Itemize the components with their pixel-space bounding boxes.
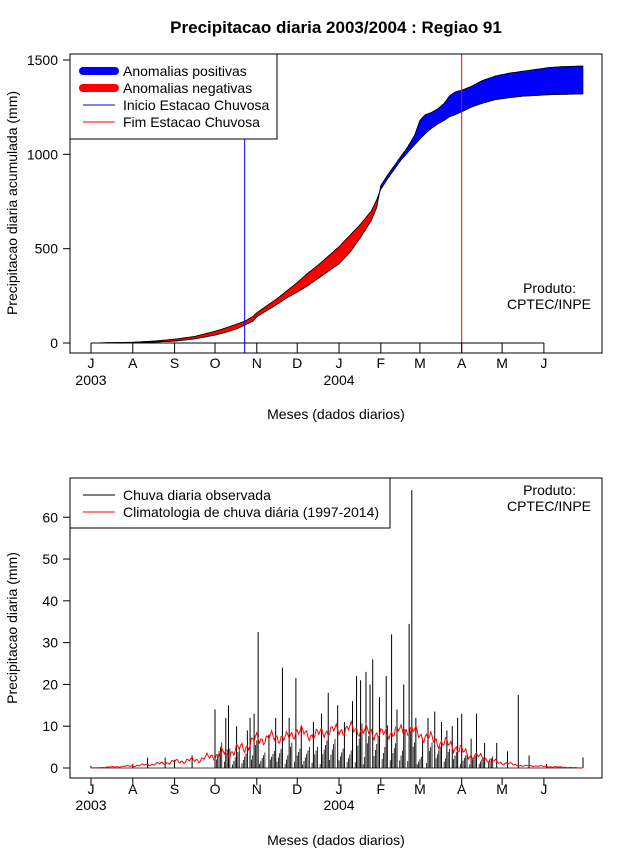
x-tick-label: D xyxy=(292,355,302,371)
x-tick-label: J xyxy=(336,355,343,371)
x-tick-label: M xyxy=(496,781,508,797)
climatology-daily-line xyxy=(90,719,583,769)
x-tick-label: F xyxy=(377,355,386,371)
cumulative-precipitation-chart: Precipitacao diaria 2003/2004 : Regiao 9… xyxy=(4,18,603,422)
negative-anomaly-band xyxy=(91,196,379,344)
y-tick-label: 1500 xyxy=(27,52,58,68)
x-tick-label: M xyxy=(414,781,426,797)
legend-label-end: Fim Estacao Chuvosa xyxy=(123,114,260,130)
legend-label-observed: Chuva diaria observada xyxy=(123,487,271,503)
plot-frame-top xyxy=(69,53,603,354)
x-tick-label: J xyxy=(336,781,343,797)
x-tick-label: D xyxy=(292,781,302,797)
x-tick-label: J xyxy=(540,355,547,371)
legend-label-climatology: Climatologia de chuva diária (1997-2014) xyxy=(123,504,379,520)
anomaly-bands xyxy=(91,65,584,344)
y-axis-top: 0 500 1000 1500 xyxy=(27,52,70,351)
x-tick-label: A xyxy=(457,781,467,797)
y-tick-label: 10 xyxy=(42,718,58,734)
x-tick-label: J xyxy=(540,781,547,797)
legend-box xyxy=(69,477,391,529)
x-tick-label: A xyxy=(128,781,138,797)
x-tick-label: A xyxy=(457,355,467,371)
year-label: 2003 xyxy=(75,372,106,388)
legend-bottom: Chuva diaria observada Climatologia de c… xyxy=(69,477,391,529)
annotation-source: CPTEC/INPE xyxy=(507,296,591,312)
annotation-source: CPTEC/INPE xyxy=(507,498,591,514)
y-tick-label: 0 xyxy=(50,335,58,351)
x-tick-label: N xyxy=(252,355,262,371)
y-tick-label: 30 xyxy=(42,635,58,651)
y-tick-label: 1000 xyxy=(27,146,58,162)
x-tick-label: J xyxy=(88,355,95,371)
positive-anomaly-band xyxy=(377,65,584,200)
y-tick-label: 50 xyxy=(42,551,58,567)
annotation-product: Produto: xyxy=(523,280,576,296)
observed-cumulative-line xyxy=(91,65,584,344)
chart-title: Precipitacao diaria 2003/2004 : Regiao 9… xyxy=(170,18,502,37)
y-tick-label: 0 xyxy=(50,760,58,776)
y-tick-label: 60 xyxy=(42,509,58,525)
year-label: 2003 xyxy=(75,797,106,813)
legend-label-positive: Anomalias positivas xyxy=(123,63,247,79)
y-tick-label: 40 xyxy=(42,593,58,609)
x-tick-label: J xyxy=(88,781,95,797)
y-axis-label-bottom: Precipitacao diaria (mm) xyxy=(4,552,20,704)
x-tick-label: M xyxy=(496,355,508,371)
x-axis-label-top: Meses (dados diarios) xyxy=(267,406,405,422)
y-axis-label-top: Precipitacao diaria acumulada (mm) xyxy=(4,91,20,315)
daily-rain-bars xyxy=(90,490,584,769)
x-tick-label: N xyxy=(252,781,262,797)
y-tick-label: 20 xyxy=(42,676,58,692)
legend-top: Anomalias positivas Anomalias negativas … xyxy=(69,53,278,140)
legend-label-start: Inicio Estacao Chuvosa xyxy=(123,97,270,113)
year-label: 2004 xyxy=(323,797,354,813)
climatology-cumulative-line xyxy=(91,93,583,344)
x-tick-label: S xyxy=(170,355,179,371)
x-tick-label: O xyxy=(210,355,221,371)
x-tick-label: M xyxy=(414,355,426,371)
x-axis-label-bottom: Meses (dados diarios) xyxy=(267,832,405,848)
x-tick-label: O xyxy=(210,781,221,797)
y-axis-bottom: 0 10 20 30 40 50 60 xyxy=(42,509,70,776)
climatology-line xyxy=(90,719,583,769)
x-tick-label: F xyxy=(377,781,386,797)
annotation-product: Produto: xyxy=(523,482,576,498)
x-tick-label: A xyxy=(128,355,138,371)
x-tick-label: S xyxy=(170,781,179,797)
y-tick-label: 500 xyxy=(35,241,59,257)
year-label: 2004 xyxy=(323,372,354,388)
legend-label-negative: Anomalias negativas xyxy=(123,80,252,96)
